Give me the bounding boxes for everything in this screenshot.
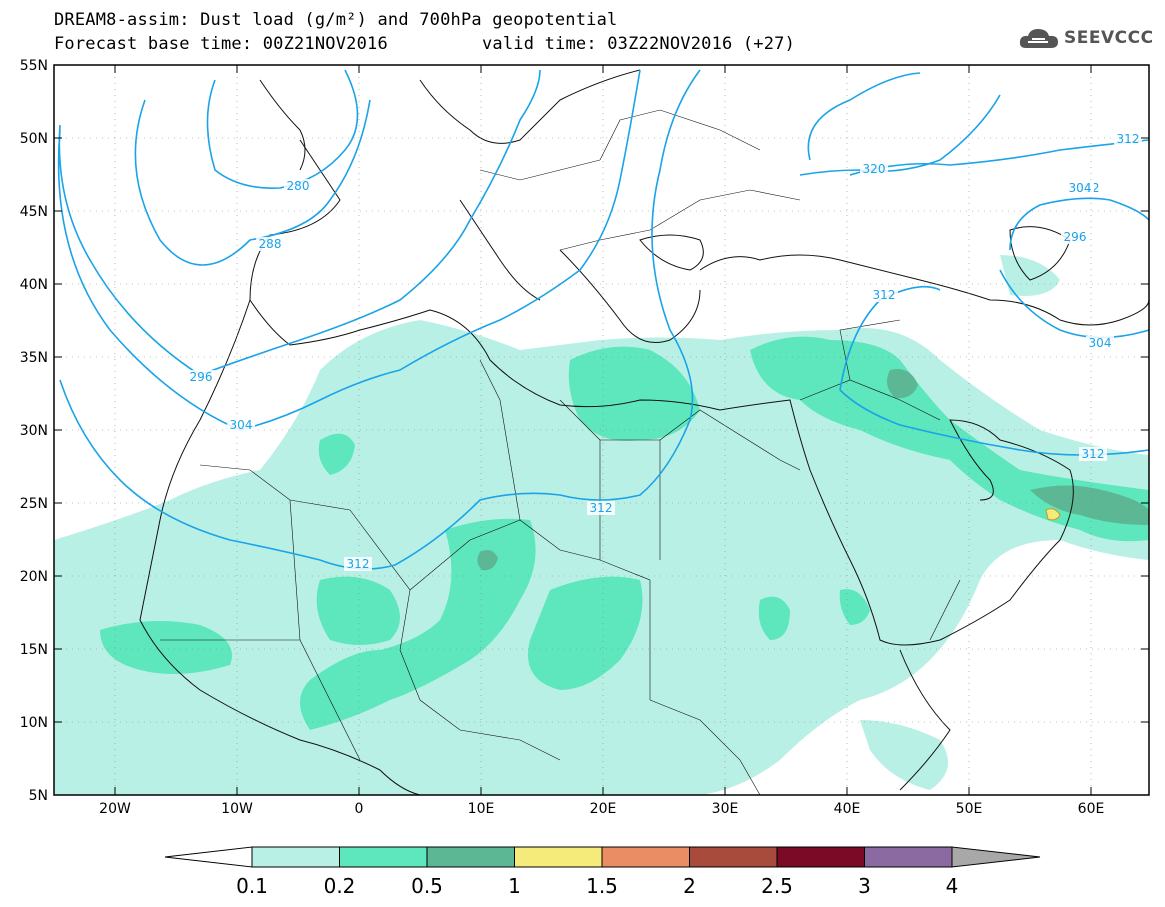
lon-tick-label: 10W [221,801,253,817]
legend-swatch [426,846,515,868]
legend-tick-label: 3 [858,874,871,898]
contour-label: 304 [1089,336,1112,350]
legend-over-triangle [951,846,1041,868]
lat-tick-label: 40N [20,277,48,293]
lat-tick-label: 5N [29,788,48,804]
legend-tick-label: 0.5 [411,874,443,898]
legend-tick-label: 2 [683,874,696,898]
coastlines [139,69,1149,795]
contour-label: 304 [230,418,253,432]
dust-field-peak [1045,508,1061,521]
lon-tick-label: 0 [355,801,364,817]
legend-tick-label: 4 [946,874,959,898]
lon-tick-label: 40E [834,801,861,817]
legend-under-triangle [164,846,253,868]
lon-tick-label: 50E [956,801,983,817]
logo-text: SEEVCCC [1064,28,1154,48]
legend-tick-label: 0.2 [324,874,356,898]
legend-swatch [864,846,953,868]
lat-tick-label: 10N [20,715,48,731]
contour-label: 280 [287,179,310,193]
lat-tick-label: 25N [20,496,48,512]
contour-label: 320 [863,162,886,176]
seevccc-logo: SEEVCCC [1018,26,1154,50]
legend-tick-label: 2.5 [761,874,793,898]
contour-labels: 2802882963043123123123123123203123042963… [187,132,1142,571]
contour-label: 296 [1064,230,1087,244]
lat-tick-label: 50N [20,131,48,147]
lon-tick-label: 60E [1078,801,1105,817]
lat-tick-label: 55N [20,58,48,74]
map-title: DREAM8-assim: Dust load (g/m²) and 700hP… [54,10,618,30]
forecast-base-time: Forecast base time: 00Z21NOV2016 [54,34,388,54]
contour-label: 312 [1082,447,1105,461]
valid-time: valid time: 03Z22NOV2016 (+27) [482,34,796,54]
latitude-axis: 55N 50N 45N 40N 35N 30N 25N 20N 15N 10N 5N [20,58,1149,804]
lon-tick-label: 30E [712,801,739,817]
legend-swatch [339,846,428,868]
lat-tick-label: 45N [20,204,48,220]
lat-tick-label: 20N [20,569,48,585]
legend-swatch [776,846,865,868]
lon-tick-label: 10E [468,801,495,817]
geopotential-contours [57,69,1149,570]
lat-tick-label: 15N [20,642,48,658]
legend-swatch [514,846,603,868]
legend-swatch [689,846,778,868]
contour-label: 312 [347,557,370,571]
lon-tick-label: 20E [590,801,617,817]
legend-tick-label: 0.1 [236,874,268,898]
contour-label: 312 [873,288,896,302]
contour-label: 312 [1117,132,1140,146]
dust-field-high [477,369,1149,571]
legend-tick-label: 1.5 [586,874,618,898]
legend-tick-label: 1 [508,874,521,898]
lat-tick-label: 30N [20,423,48,439]
contour-label: 296 [190,370,213,384]
contour-label: 304 [1069,181,1092,195]
lat-tick-label: 35N [20,350,48,366]
contour-label: 312 [590,501,613,515]
lon-tick-label: 20W [99,801,131,817]
cloud-icon [1019,29,1058,48]
legend-swatch [251,846,340,868]
dust-field-low [54,255,1149,795]
longitude-axis: 20W 10W 0 10E 20E 30E 40E 50E 60E [99,65,1104,817]
legend-swatch [601,846,690,868]
dust-load-legend: 0.1 0.2 0.5 1 1.5 2 2.5 3 4 [164,846,1041,898]
contour-label: 288 [259,237,282,251]
